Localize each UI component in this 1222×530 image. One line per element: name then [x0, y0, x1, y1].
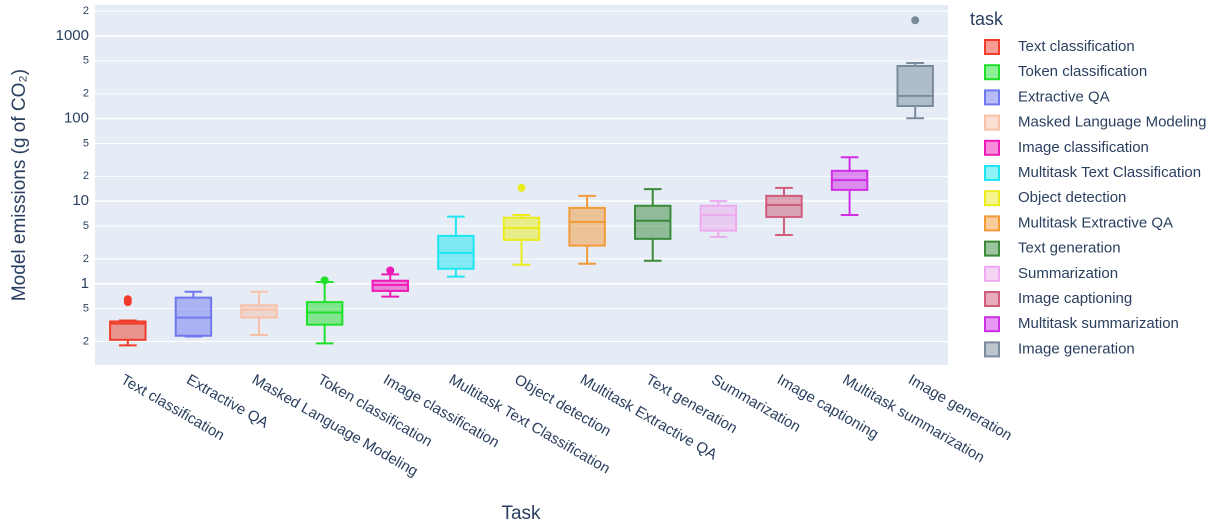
box [240, 304, 278, 319]
box [896, 64, 934, 107]
legend-label: Extractive QA [1018, 88, 1110, 105]
x-axis-title: Task [501, 503, 541, 524]
legend-label: Image classification [1018, 139, 1149, 156]
legend-label: Multitask Extractive QA [1018, 214, 1173, 231]
x-tick-label: Image classification [380, 371, 502, 451]
legend-swatch [984, 316, 1000, 333]
box [109, 320, 147, 341]
legend-label: Image captioning [1018, 290, 1132, 307]
legend-swatch [984, 265, 1000, 282]
legend-swatch [984, 64, 1000, 81]
outlier [123, 295, 132, 304]
box [765, 194, 803, 218]
y-tick-label: 1 [81, 275, 89, 292]
y-axis-title: Model emissions (g of CO₂) [9, 69, 30, 301]
y-tick-label: 2 [83, 170, 89, 182]
y-tick-label: 2 [83, 253, 89, 265]
legend-label: Multitask summarization [1018, 315, 1179, 332]
outlier [320, 276, 329, 285]
legend-label: Image generation [1018, 340, 1135, 357]
y-tick-label: 100 [64, 110, 89, 127]
legend-label: Object detection [1018, 189, 1126, 206]
outlier [911, 16, 920, 25]
y-tick-label: 10 [72, 192, 89, 209]
legend-swatch [984, 39, 1000, 55]
legend-swatch [984, 215, 1000, 232]
legend-label: Text generation [1018, 240, 1121, 257]
legend-label: Masked Language Modeling [1018, 114, 1206, 131]
legend-swatch [984, 89, 1000, 106]
outlier [517, 183, 526, 192]
legend-label: Multitask Text Classification [1018, 164, 1201, 181]
outlier [386, 266, 395, 275]
legend-label: Token classification [1018, 63, 1147, 80]
y-tick-label: 5 [83, 55, 89, 67]
y-tick-label: 2 [83, 335, 89, 347]
legend-label: Summarization [1018, 265, 1118, 282]
legend-swatch [984, 291, 1000, 307]
legend-swatch [984, 165, 1000, 181]
legend-label: Text classification [1018, 38, 1135, 55]
y-tick-label: 5 [83, 220, 89, 232]
box [699, 204, 738, 232]
legend-swatch [984, 190, 1000, 207]
y-tick-label: 5 [83, 303, 89, 315]
legend-swatch [984, 139, 1000, 156]
legend-swatch [984, 240, 1000, 257]
y-tick-label: 2 [83, 5, 89, 17]
legend-swatch [984, 341, 1000, 358]
y-tick-label: 5 [83, 137, 89, 149]
box [568, 206, 606, 247]
legend-swatch [984, 114, 1000, 131]
y-tick-label: 1000 [56, 27, 89, 44]
legend-title: task [970, 9, 1004, 29]
x-tick-label: Image generation [905, 371, 1015, 444]
box [634, 204, 672, 240]
y-tick-label: 2 [83, 88, 89, 100]
